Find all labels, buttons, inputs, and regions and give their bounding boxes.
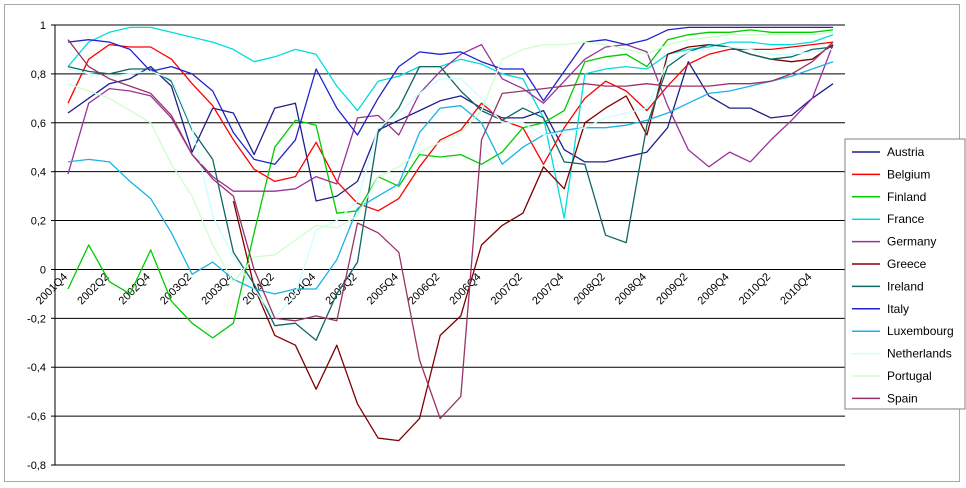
legend: Austria Belgium Finland France Germany Greece…: [844, 138, 966, 410]
x-tick-label: 2006Q2: [406, 271, 442, 307]
legend-label: Netherlands: [887, 347, 952, 361]
x-tick-label: 2009Q2: [654, 271, 690, 307]
x-tick-label: 2010Q2: [737, 271, 773, 307]
series-line-luxembourg: [67, 61, 834, 295]
series-line-austria: [67, 61, 834, 202]
y-tick-label: 0,8: [31, 69, 46, 81]
legend-label: Austria: [887, 145, 925, 159]
series-line-italy: [67, 26, 833, 165]
y-tick-label: -0,8: [27, 460, 46, 472]
x-tick-label: 2007Q4: [530, 271, 566, 307]
x-tick-label: 2008Q2: [572, 271, 608, 307]
y-tick-label: 0,6: [31, 118, 46, 130]
legend-label: Italy: [887, 302, 909, 316]
series-line-portugal: [67, 31, 834, 283]
series-line-netherlands: [67, 46, 834, 319]
x-tick-label: 2007Q2: [489, 271, 525, 307]
x-axis-labels: 2001Q4 2002Q2 2002Q4 2003Q2 2003Q4 2004Q2 2004…: [34, 271, 814, 307]
legend-label: Ireland: [887, 279, 924, 293]
y-tick-label: 1: [40, 20, 46, 32]
series-lines: [67, 26, 834, 442]
y-tick-label: -0,2: [27, 313, 46, 325]
legend-label: Germany: [887, 235, 936, 249]
legend-label: Portugal: [887, 369, 932, 383]
y-tick-label: 0,4: [31, 167, 46, 179]
x-tick-label: 2009Q4: [696, 271, 732, 307]
series-line-greece: [232, 43, 834, 442]
x-tick-label: 2008Q4: [613, 271, 649, 307]
legend-label: France: [887, 212, 925, 226]
y-axis-labels: 1 0,8 0,6 0,4 0,2 0 -0,2 -0,4 -0,6 -0,8: [27, 20, 46, 472]
y-tick-label: -0,4: [27, 362, 46, 374]
series-line-belgium: [67, 41, 834, 212]
series-line-spain: [67, 39, 834, 420]
legend-label: Finland: [887, 190, 926, 204]
x-tick-label: 2010Q4: [778, 271, 814, 307]
y-tick-label: -0,6: [27, 411, 46, 423]
y-tick-label: 0,2: [31, 216, 46, 228]
series-line-germany: [67, 43, 834, 192]
legend-label: Spain: [887, 391, 918, 405]
series-line-finland: [67, 29, 834, 339]
x-tick-label: 2001Q4: [34, 271, 70, 307]
chart-frame: [4, 4, 960, 482]
x-tick-label: 2005Q4: [365, 271, 401, 307]
x-tick-label: 2005Q2: [323, 271, 359, 307]
legend-label: Greece: [887, 257, 927, 271]
legend-label: Luxembourg: [887, 324, 954, 338]
x-tick-label: 2003Q2: [158, 271, 194, 307]
y-tick-label: 0: [40, 264, 46, 276]
legend-label: Belgium: [887, 167, 930, 181]
legend-box: [844, 138, 966, 410]
